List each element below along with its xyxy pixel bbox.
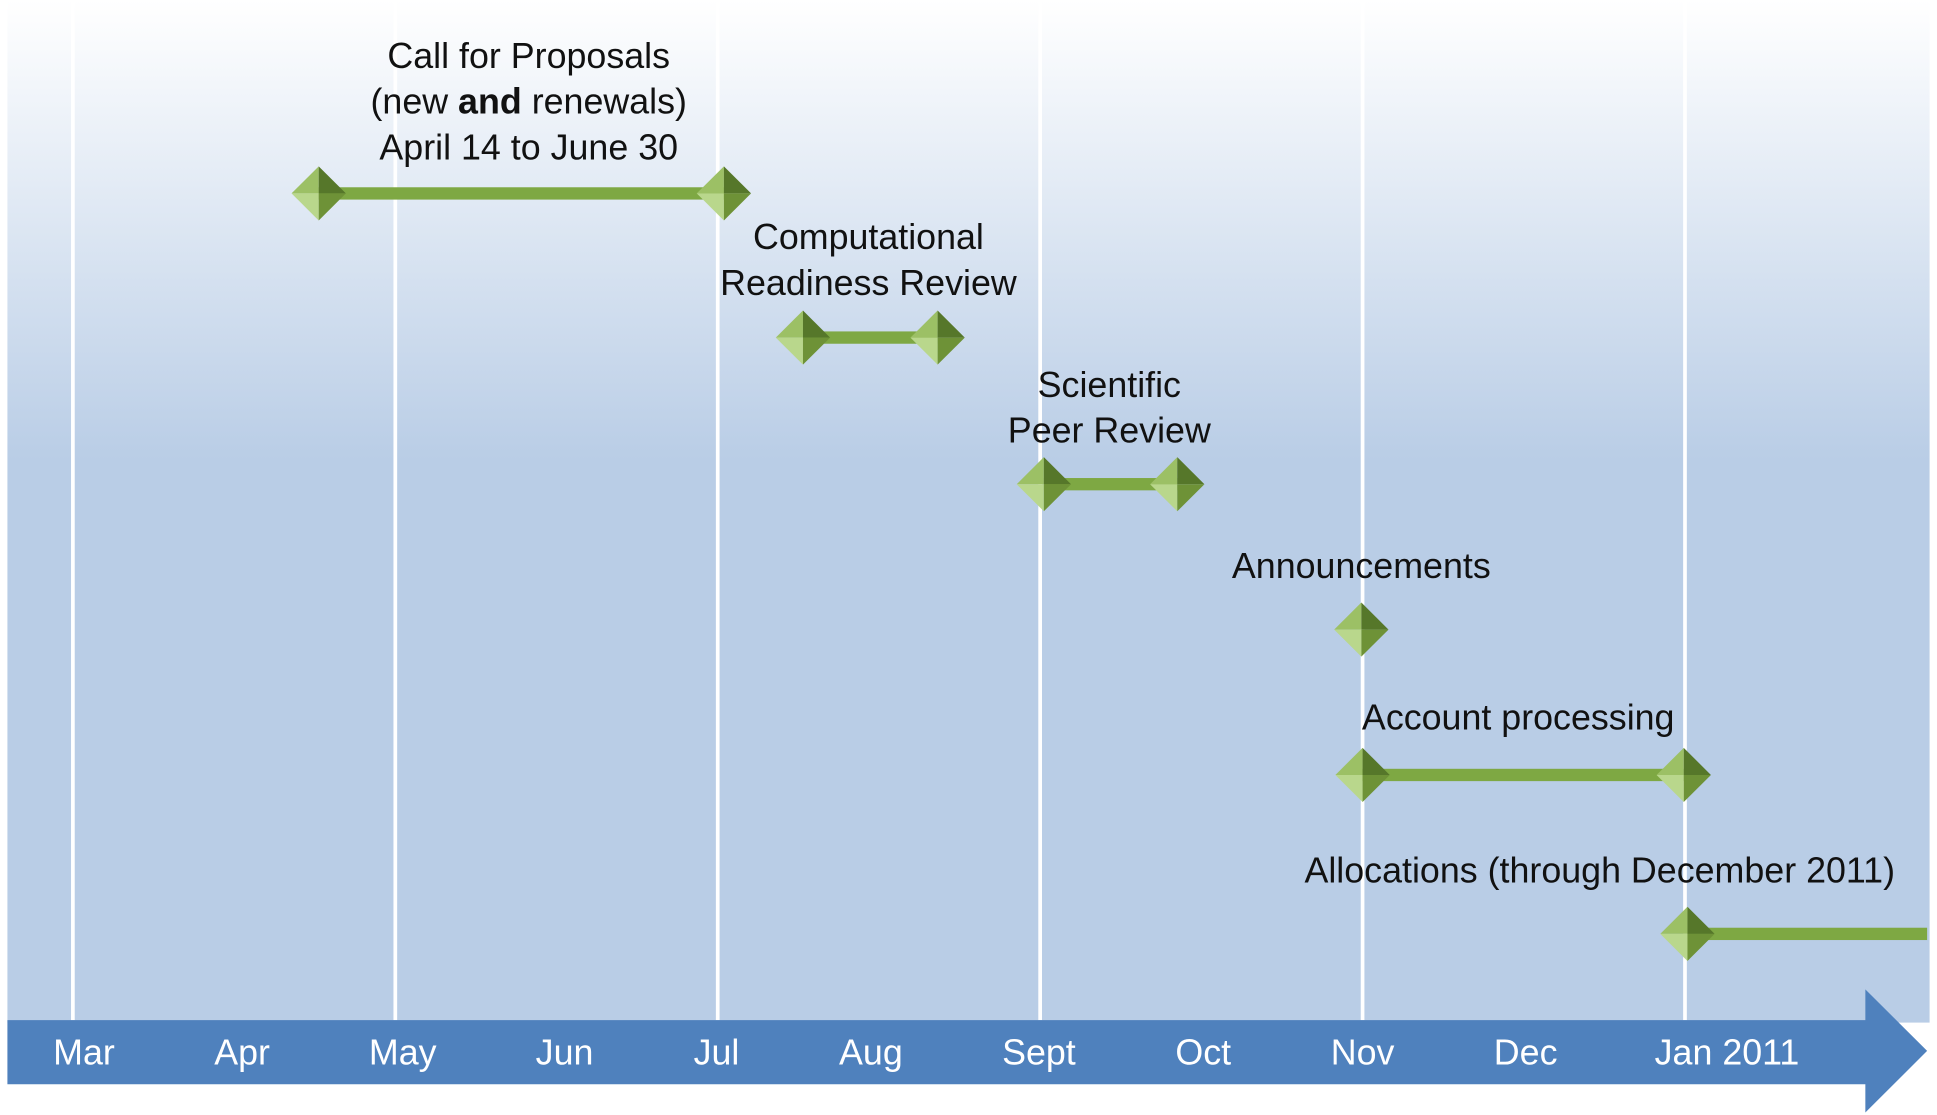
event-label: April 14 to June 30 bbox=[379, 128, 678, 168]
milestone-facet bbox=[1361, 629, 1389, 657]
milestone-facet bbox=[1683, 774, 1711, 803]
month-label: Mar bbox=[53, 1033, 115, 1073]
milestone-facet bbox=[1334, 602, 1362, 630]
milestone-facet bbox=[1656, 747, 1684, 775]
milestone-facet bbox=[291, 193, 319, 221]
milestone bbox=[1016, 457, 1072, 512]
event-label: Call for Proposals bbox=[387, 37, 670, 77]
label-segment: Call for Proposals bbox=[387, 37, 670, 77]
event-label: Peer Review bbox=[1008, 411, 1211, 451]
duration-bar bbox=[1043, 478, 1178, 491]
milestone-facet bbox=[318, 193, 346, 221]
label-segment: Allocations (through December 2011) bbox=[1304, 851, 1895, 891]
milestone-facet bbox=[1043, 457, 1072, 485]
milestone-facet bbox=[1660, 933, 1688, 961]
duration-bar bbox=[1687, 927, 1928, 941]
milestone-facet bbox=[1043, 484, 1072, 512]
milestone bbox=[1656, 747, 1711, 803]
milestone bbox=[1660, 906, 1715, 961]
event-label: Announcements bbox=[1232, 547, 1491, 587]
milestone-facet bbox=[1683, 747, 1711, 775]
month-label: Jan 2011 bbox=[1655, 1033, 1800, 1073]
event-label: (new and renewals) bbox=[370, 82, 686, 122]
milestone bbox=[696, 166, 752, 221]
milestone-facet bbox=[1016, 457, 1044, 485]
duration-bar bbox=[318, 187, 724, 200]
axis-arrow bbox=[7, 989, 1928, 1113]
label-segment: (new bbox=[370, 82, 458, 122]
event-label: Computational bbox=[753, 218, 984, 258]
label-segment: renewals) bbox=[522, 82, 687, 122]
grid bbox=[71, 0, 1687, 1021]
month-label: May bbox=[369, 1033, 437, 1073]
milestone-facet bbox=[1362, 774, 1390, 803]
duration-bar bbox=[1362, 768, 1684, 782]
milestone-facet bbox=[1177, 457, 1205, 485]
milestone bbox=[1335, 747, 1390, 803]
milestone-facet bbox=[1335, 747, 1363, 775]
milestone-facet bbox=[937, 310, 965, 338]
events: Mar Apr May Jun Jul Aug Sept Oct Nov Dec Jan 2011 C… bbox=[53, 37, 1928, 1073]
month-label: Jun bbox=[536, 1033, 594, 1073]
milestone-facet bbox=[1660, 906, 1688, 934]
milestone-facet bbox=[1361, 602, 1389, 630]
milestone-facet bbox=[1016, 484, 1044, 512]
milestone-facet bbox=[775, 337, 803, 365]
milestone-facet bbox=[1362, 747, 1390, 775]
event-label: Account processing bbox=[1362, 698, 1675, 738]
month-label: Apr bbox=[214, 1033, 270, 1073]
label-segment: Scientific bbox=[1038, 366, 1181, 406]
month-label: Sept bbox=[1002, 1033, 1076, 1073]
milestone-facet bbox=[910, 310, 938, 338]
milestone-facet bbox=[937, 337, 965, 365]
milestone-facet bbox=[1334, 629, 1362, 657]
milestone-facet bbox=[696, 166, 724, 194]
milestone bbox=[291, 166, 346, 221]
milestone-facet bbox=[1150, 457, 1178, 485]
milestone bbox=[910, 310, 965, 365]
milestone-facet bbox=[1335, 774, 1363, 803]
month-label: Nov bbox=[1331, 1033, 1395, 1073]
milestone bbox=[1150, 457, 1205, 512]
label-segment: and bbox=[458, 82, 522, 122]
label-segment: Computational bbox=[753, 218, 984, 258]
background bbox=[7, 0, 1930, 1023]
milestone-facet bbox=[1656, 774, 1684, 803]
duration-bar bbox=[802, 331, 938, 344]
milestone-facet bbox=[1177, 484, 1205, 512]
month-label: Jul bbox=[694, 1033, 740, 1073]
label-segment: Peer Review bbox=[1008, 411, 1211, 451]
milestone-facet bbox=[1687, 906, 1715, 934]
milestone-facet bbox=[696, 193, 724, 221]
milestone-facet bbox=[318, 166, 346, 194]
milestone bbox=[1334, 602, 1389, 657]
label-segment: Account processing bbox=[1362, 698, 1675, 738]
milestone-facet bbox=[291, 166, 319, 194]
milestone-facet bbox=[1687, 933, 1715, 961]
event-label: Scientific bbox=[1038, 366, 1181, 406]
event-label: Allocations (through December 2011) bbox=[1304, 851, 1895, 891]
milestone-facet bbox=[723, 193, 752, 221]
event-label: Readiness Review bbox=[720, 263, 1017, 303]
month-label: Oct bbox=[1175, 1033, 1231, 1073]
milestone-facet bbox=[775, 310, 803, 338]
label-segment: April 14 to June 30 bbox=[379, 128, 678, 168]
milestone-facet bbox=[910, 337, 938, 365]
milestone-facet bbox=[1150, 484, 1178, 512]
month-label: Aug bbox=[839, 1033, 903, 1073]
month-label: Dec bbox=[1494, 1033, 1558, 1073]
label-segment: Readiness Review bbox=[720, 263, 1017, 303]
label-segment: Announcements bbox=[1232, 547, 1491, 587]
milestone-facet bbox=[723, 166, 752, 194]
